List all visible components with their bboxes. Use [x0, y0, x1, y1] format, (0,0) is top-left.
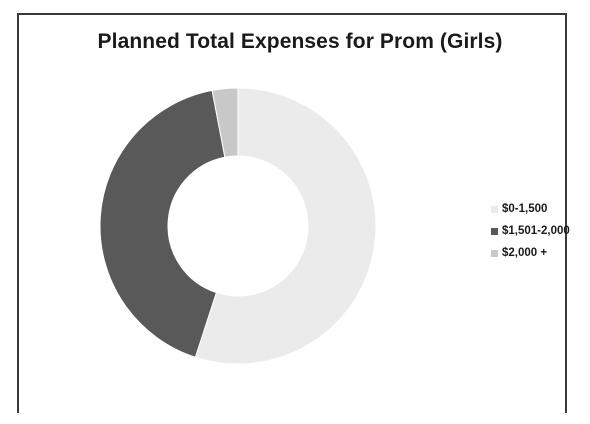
legend-swatch — [491, 249, 498, 257]
legend: $0-1,500 $1,501-2,000 $2,000 + — [491, 198, 570, 264]
legend-swatch — [491, 227, 498, 235]
chart-title: Planned Total Expenses for Prom (Girls) — [97, 30, 503, 53]
legend-label: $1,501-2,000 — [502, 225, 570, 237]
legend-label: $0-1,500 — [502, 203, 548, 215]
donut-slice-1 — [194, 87, 377, 365]
legend-label: $2,000 + — [502, 247, 548, 259]
donut-slices — [99, 87, 377, 365]
legend-swatch — [491, 205, 498, 213]
legend-item: $1,501-2,000 — [491, 220, 570, 242]
legend-item: $2,000 + — [491, 242, 570, 264]
legend-item: $0-1,500 — [491, 198, 570, 220]
donut-slice-3 — [211, 87, 239, 158]
donut-slice-2 — [99, 89, 226, 358]
